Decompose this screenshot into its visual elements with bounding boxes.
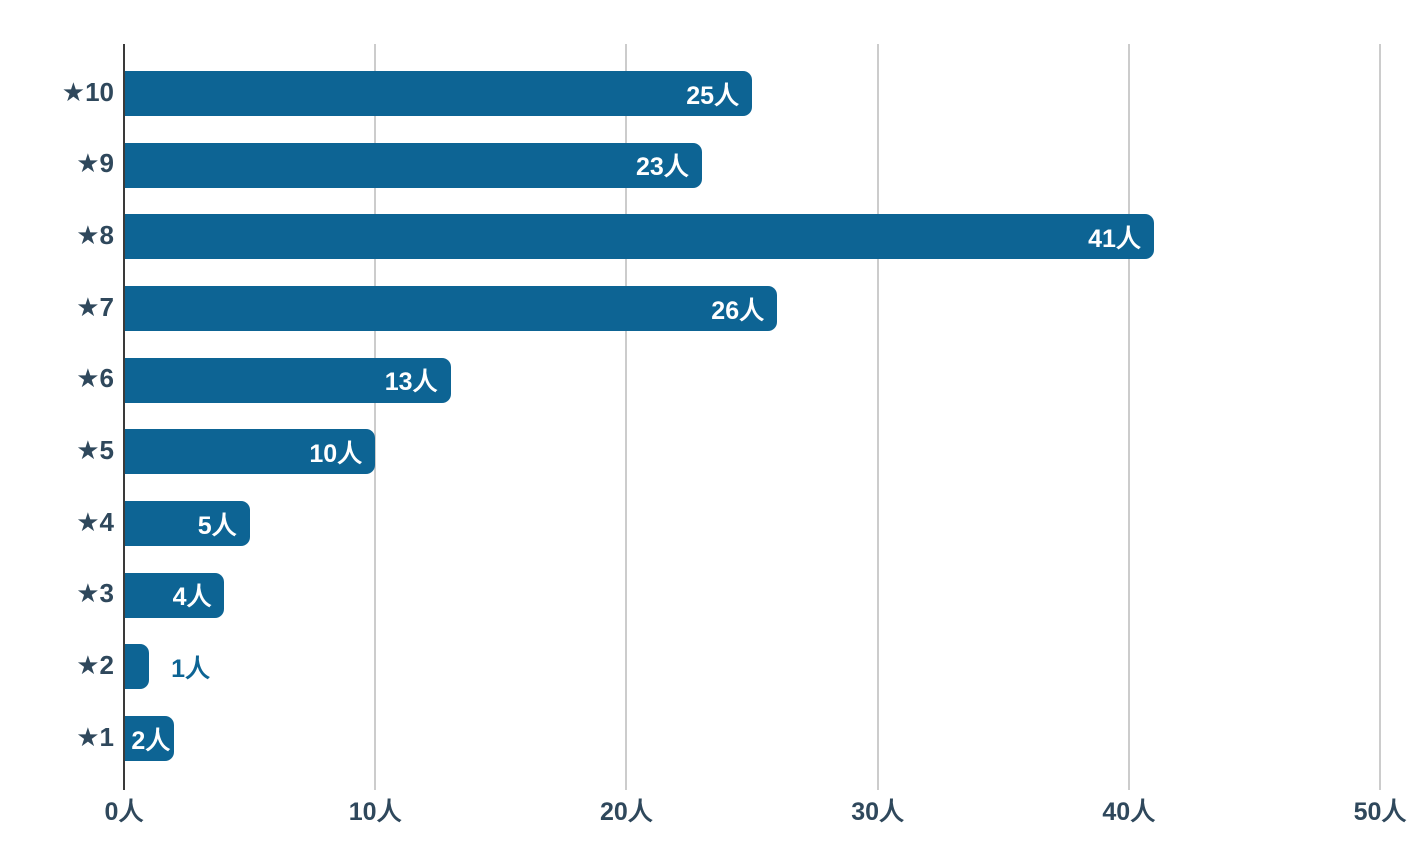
bar[interactable] <box>124 644 150 690</box>
x-tick-label: 10人 <box>348 798 402 826</box>
bar[interactable]: 5人 <box>124 501 250 547</box>
bar[interactable]: 26人 <box>124 286 778 331</box>
bar-value-label: 13人 <box>384 368 438 397</box>
x-tick-label: 40人 <box>1102 798 1156 826</box>
bar-value-label: 23人 <box>635 153 689 182</box>
gridline <box>1127 44 1130 790</box>
x-tick-label: 50人 <box>1353 798 1407 826</box>
bar-value-label: 5人 <box>197 511 237 540</box>
x-tick-label: 0人 <box>104 798 144 826</box>
gridline <box>876 44 879 790</box>
category-label: ★6 <box>76 363 114 394</box>
bar[interactable]: 13人 <box>124 357 451 403</box>
bar[interactable]: 4人 <box>124 572 225 618</box>
y-axis-baseline <box>123 44 125 790</box>
bar[interactable]: 10人 <box>124 429 376 475</box>
category-label: ★1 <box>76 721 114 752</box>
gridline <box>1379 44 1381 790</box>
bar[interactable]: 2人 <box>124 716 175 762</box>
category-label: ★8 <box>76 219 114 250</box>
category-label: ★5 <box>76 434 114 465</box>
bar[interactable]: 25人 <box>124 71 752 116</box>
bar-value-label: 41人 <box>1088 224 1141 253</box>
category-label: ★4 <box>76 506 114 537</box>
x-tick-label: 20人 <box>599 798 653 826</box>
bar-value-label: 25人 <box>686 81 739 110</box>
category-label: ★2 <box>76 649 114 680</box>
category-label: ★7 <box>76 291 114 322</box>
category-label: ★3 <box>76 578 114 609</box>
bar-value-label: 26人 <box>711 296 765 325</box>
bar-value-label: 1人 <box>171 654 211 683</box>
bar[interactable]: 23人 <box>124 142 702 188</box>
gridline <box>625 44 628 790</box>
gridline <box>374 44 377 790</box>
category-label: ★10 <box>61 76 114 107</box>
bar-value-label: 10人 <box>309 439 363 468</box>
category-label: ★9 <box>76 148 114 179</box>
bar-value-label: 2人 <box>131 726 171 755</box>
bar[interactable]: 41人 <box>124 214 1154 260</box>
x-tick-label: 30人 <box>851 798 904 826</box>
bar-value-label: 4人 <box>172 583 212 612</box>
